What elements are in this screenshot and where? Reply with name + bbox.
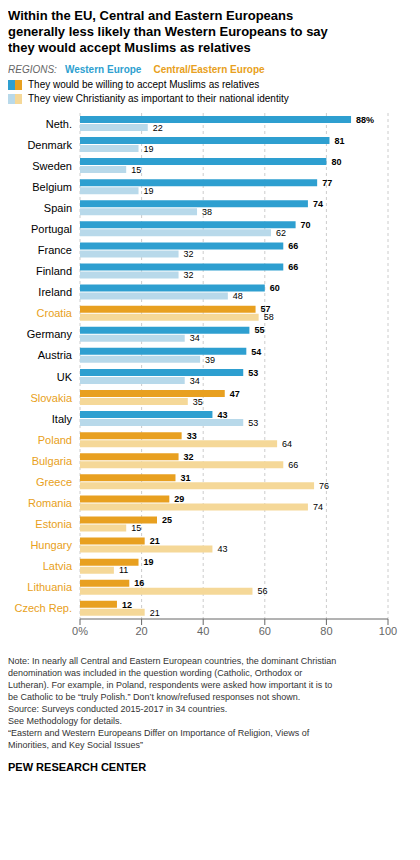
- svg-text:66: 66: [288, 262, 298, 272]
- svg-text:11: 11: [119, 565, 128, 575]
- svg-text:Croatia: Croatia: [37, 307, 73, 319]
- html-text:they would accept Muslims as r: they would accept Muslims as relatives: [8, 40, 251, 55]
- svg-text:25: 25: [162, 515, 172, 525]
- svg-text:Hungary: Hungary: [30, 539, 72, 551]
- svg-text:Estonia: Estonia: [35, 518, 73, 530]
- svg-text:Denmark: Denmark: [27, 139, 72, 151]
- svg-text:58: 58: [264, 312, 274, 322]
- html-text:generally less likely than Wes: generally less likely than Western Europ…: [8, 24, 328, 39]
- html-text:They would be willing to accep: They would be willing to accept Muslims …: [28, 79, 260, 90]
- svg-text:80: 80: [320, 625, 332, 637]
- svg-text:Finland: Finland: [36, 265, 72, 277]
- svg-text:40: 40: [197, 625, 209, 637]
- svg-text:29: 29: [174, 494, 184, 504]
- svg-text:Poland: Poland: [38, 434, 72, 446]
- svg-text:Spain: Spain: [44, 202, 72, 214]
- svg-text:53: 53: [248, 418, 258, 428]
- svg-text:66: 66: [288, 241, 298, 251]
- html-text:See Methodology for details.: See Methodology for details.: [8, 716, 123, 726]
- svg-text:Belgium: Belgium: [32, 181, 72, 193]
- svg-text:Lithuania: Lithuania: [27, 581, 73, 593]
- html-text:denomination was included in t: denomination was included in the questio…: [8, 668, 303, 678]
- html-text:REGIONS:: REGIONS:: [8, 64, 57, 75]
- svg-text:43: 43: [217, 544, 227, 554]
- svg-text:57: 57: [260, 304, 271, 315]
- svg-text:Ireland: Ireland: [38, 286, 72, 298]
- svg-text:74: 74: [313, 199, 323, 209]
- svg-text:Austria: Austria: [38, 349, 73, 361]
- svg-text:55: 55: [254, 325, 264, 335]
- svg-text:Czech Rep.: Czech Rep.: [15, 602, 72, 614]
- svg-text:UK: UK: [57, 371, 73, 383]
- svg-text:48: 48: [233, 291, 243, 301]
- svg-text:Sweden: Sweden: [32, 160, 72, 172]
- svg-text:77: 77: [322, 178, 332, 188]
- html-text:Note: In nearly all Central an: Note: In nearly all Central and Eastern …: [8, 656, 337, 666]
- html-text:be Catholic to be “truly Polis: be Catholic to be “truly Polish.” Don’t …: [8, 692, 301, 702]
- svg-text:66: 66: [288, 460, 298, 470]
- svg-text:19: 19: [144, 557, 154, 567]
- svg-text:100: 100: [379, 625, 397, 637]
- html-text:Central/Eastern Europe: Central/Eastern Europe: [153, 64, 265, 75]
- svg-text:76: 76: [319, 481, 329, 491]
- svg-text:Germany: Germany: [27, 328, 73, 340]
- svg-text:16: 16: [134, 578, 144, 588]
- svg-text:19: 19: [144, 144, 154, 154]
- svg-text:France: France: [38, 244, 72, 256]
- svg-text:32: 32: [184, 452, 194, 462]
- svg-text:80: 80: [331, 157, 341, 167]
- html-text:PEW RESEARCH CENTER: PEW RESEARCH CENTER: [8, 761, 147, 773]
- svg-text:60: 60: [270, 283, 280, 293]
- svg-text:54: 54: [251, 347, 261, 357]
- svg-text:15: 15: [131, 523, 141, 533]
- svg-text:70: 70: [301, 220, 311, 230]
- svg-text:12: 12: [122, 600, 132, 610]
- svg-text:34: 34: [190, 333, 200, 343]
- html-text:Minorities, and Key Social Iss: Minorities, and Key Social Issues”: [8, 740, 144, 750]
- svg-text:64: 64: [282, 439, 292, 449]
- svg-text:21: 21: [150, 608, 160, 618]
- html-text:They view Christianity as impo: They view Christianity as important to t…: [28, 93, 289, 104]
- html-text:Lutheran). For example, in Pol: Lutheran). For example, in Poland, respo…: [8, 680, 333, 690]
- svg-text:Slovakia: Slovakia: [30, 392, 72, 404]
- svg-text:19: 19: [144, 186, 154, 196]
- svg-text:32: 32: [184, 270, 194, 280]
- svg-text:43: 43: [217, 410, 227, 420]
- svg-text:32: 32: [184, 249, 194, 259]
- svg-text:Bulgaria: Bulgaria: [32, 455, 73, 467]
- svg-text:Latvia: Latvia: [43, 560, 73, 572]
- html-text:Within the EU, Central and Eas: Within the EU, Central and Eastern Europ…: [8, 8, 294, 23]
- svg-text:15: 15: [131, 165, 141, 175]
- svg-text:22: 22: [153, 123, 163, 133]
- svg-text:56: 56: [257, 586, 267, 596]
- html-text:Western Europe: Western Europe: [64, 64, 142, 75]
- svg-text:81: 81: [334, 136, 344, 146]
- svg-text:21: 21: [150, 536, 160, 546]
- svg-text:Romania: Romania: [28, 497, 73, 509]
- svg-text:20: 20: [135, 625, 147, 637]
- svg-text:39: 39: [205, 355, 215, 365]
- html-text:Source: Surveys conducted 2015: Source: Surveys conducted 2015-2017 in 3…: [8, 704, 228, 714]
- svg-text:33: 33: [187, 431, 197, 441]
- svg-text:35: 35: [193, 397, 203, 407]
- svg-text:74: 74: [313, 502, 323, 512]
- svg-text:Portugal: Portugal: [31, 223, 72, 235]
- svg-text:62: 62: [276, 228, 286, 238]
- svg-text:38: 38: [202, 207, 212, 217]
- html-text:“Eastern and Western Europeans: “Eastern and Western Europeans Differ on…: [8, 728, 310, 738]
- svg-text:0%: 0%: [72, 625, 88, 637]
- svg-text:88%: 88%: [356, 115, 374, 125]
- svg-text:Neth.: Neth.: [46, 118, 72, 130]
- svg-text:53: 53: [248, 368, 258, 378]
- svg-text:47: 47: [230, 389, 240, 399]
- svg-text:Greece: Greece: [36, 476, 72, 488]
- svg-text:Italy: Italy: [52, 413, 73, 425]
- svg-text:31: 31: [180, 473, 190, 483]
- svg-text:60: 60: [259, 625, 271, 637]
- svg-text:34: 34: [190, 376, 200, 386]
